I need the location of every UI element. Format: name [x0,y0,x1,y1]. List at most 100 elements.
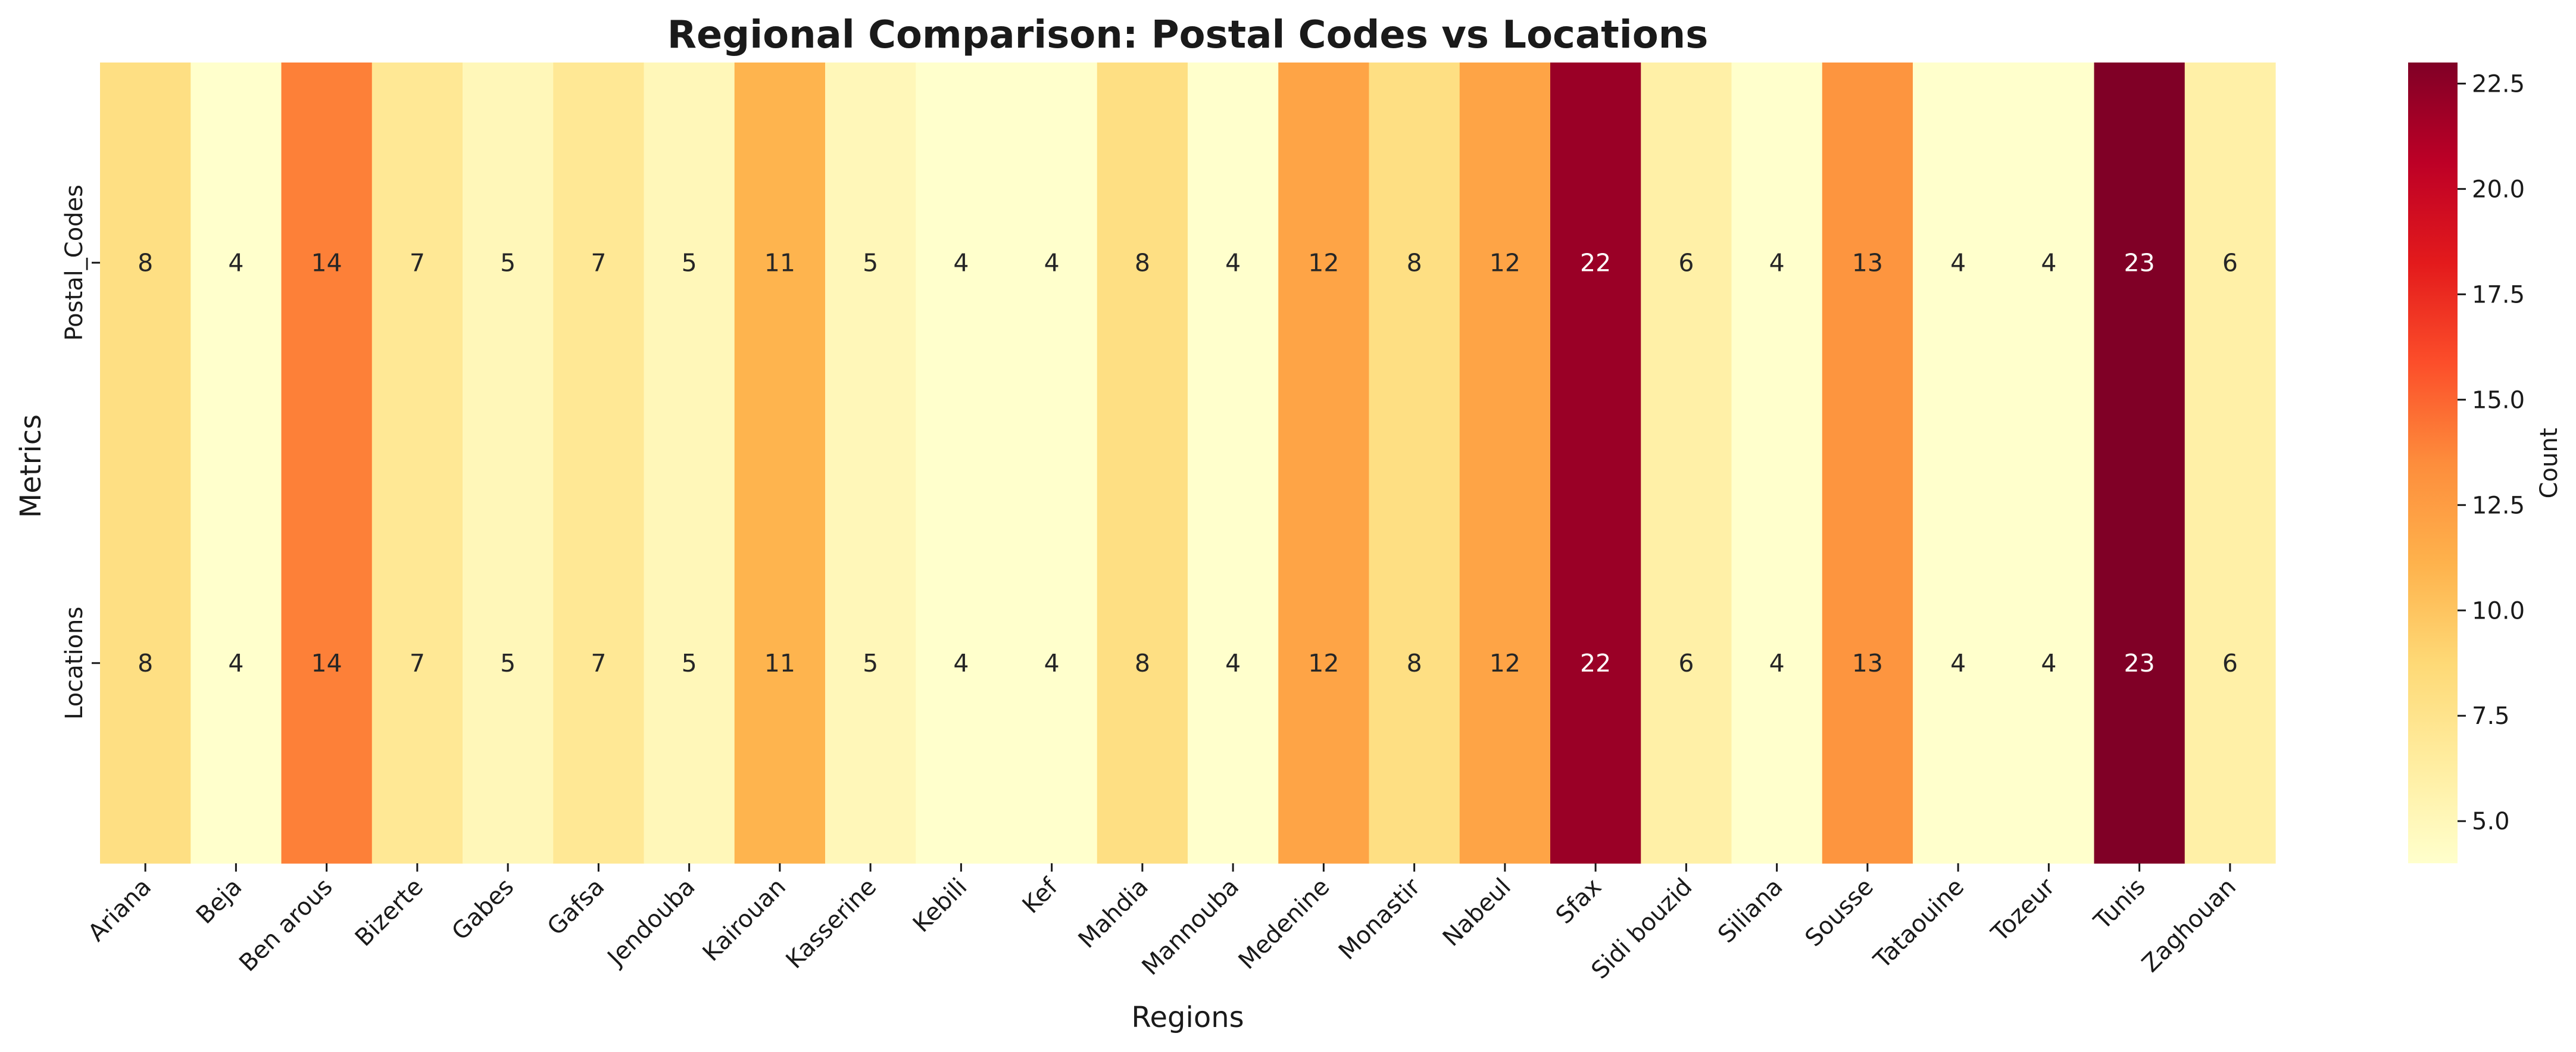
heatmap-cell [1459,463,1551,864]
cell-value-label: 4 [1225,649,1241,678]
heatmap-cell [281,463,373,864]
colorbar-tick-label: 7.5 [2472,703,2510,730]
heatmap-cell [1278,63,1370,464]
cell-value-label: 4 [1950,649,1966,678]
heatmap-cell [1278,463,1370,864]
x-tick-label: Gafsa [542,873,610,941]
colorbar [2408,63,2458,863]
cell-value-label: 23 [2124,649,2155,678]
colorbar-tick-label: 22.5 [2472,70,2525,98]
heatmap-cell [1913,63,2004,464]
cell-value-label: 8 [1407,248,1422,277]
x-tick-label: Mahdia [1073,873,1154,954]
heatmap-cell [2003,63,2095,464]
cell-value-label: 11 [764,248,795,277]
heatmap-cell [1822,463,1913,864]
heatmap-cell [825,63,916,464]
cell-value-label: 8 [1135,248,1150,277]
cell-value-label: 8 [138,248,153,277]
heatmap-cell [1913,463,2004,864]
heatmap-cell [2003,463,2095,864]
cell-value-label: 4 [228,649,243,678]
heatmap-cell [281,63,373,464]
cell-value-label: 23 [2124,248,2155,277]
colorbar-label: Count [2536,428,2563,499]
y-tick-label: Postal_Codes [61,185,88,341]
x-tick-label: Kebili [908,873,973,938]
x-tick-label: Tozeur [1986,873,2060,947]
cell-value-label: 6 [2222,649,2238,678]
cell-value-label: 8 [1407,649,1422,678]
cell-value-label: 5 [863,649,878,678]
heatmap-cell [734,463,826,864]
x-tick-label: Mannouba [1137,873,1245,981]
heatmap-cell [191,63,282,464]
heatmap-cell [916,63,1007,464]
colorbar-tick-label: 12.5 [2472,492,2525,519]
x-tick-label: Jendouba [601,873,701,973]
heatmap-cell [1006,63,1098,464]
cell-value-label: 22 [1580,248,1611,277]
heatmap-cell [1369,63,1460,464]
cell-value-label: 11 [764,649,795,678]
cell-value-label: 22 [1580,649,1611,678]
heatmap-cell [916,463,1007,864]
x-tick-label: Tunis [2088,873,2151,936]
cell-value-label: 12 [1308,248,1339,277]
heatmap-cell [100,63,191,464]
x-tick-label: Ariana [83,873,157,947]
cell-value-label: 8 [138,649,153,678]
colorbar-tick-label: 10.0 [2472,597,2525,625]
cell-value-label: 5 [863,248,878,277]
colorbar-tick-label: 17.5 [2472,281,2525,308]
x-tick-label: Medenine [1234,873,1335,975]
heatmap-cell [1641,463,1732,864]
x-tick-label: Kasserine [781,873,882,975]
heatmap-cell [2184,63,2276,464]
cell-value-label: 8 [1135,649,1150,678]
heatmap-cell [463,463,554,864]
heatmap-cell [2184,463,2276,864]
x-tick-label: Bizerte [350,873,429,952]
heatmap-cell [100,463,191,864]
cell-value-label: 4 [953,248,969,277]
x-tick-label: Sousse [1800,873,1879,953]
cell-value-label: 6 [1678,248,1694,277]
heatmap-cell [1550,463,1641,864]
colorbar-tick-label: 20.0 [2472,176,2525,203]
cell-value-label: 4 [1769,649,1785,678]
x-tick-label: Kairouan [698,873,791,967]
heatmap-cell [2094,463,2185,864]
colorbar-tick-label: 15.0 [2472,386,2525,414]
heatmap-cell [371,63,463,464]
chart-title: Regional Comparison: Postal Codes vs Loc… [667,13,1709,57]
heatmap-cell [734,63,826,464]
cell-value-label: 5 [500,649,516,678]
cell-value-label: 4 [953,649,969,678]
heatmap-cell [644,463,735,864]
heatmap-cell [1731,63,1823,464]
cell-value-label: 4 [1950,248,1966,277]
cell-value-label: 7 [591,649,606,678]
cell-value-label: 6 [1678,649,1694,678]
x-axis-label: Regions [1131,1001,1244,1034]
heatmap-cells [100,63,2276,864]
x-tick-label: Gabes [446,873,519,946]
heatmap-cell [644,63,735,464]
heatmap-cell [1641,63,1732,464]
cell-value-label: 13 [1852,248,1883,277]
cell-value-label: 5 [500,248,516,277]
cell-value-label: 14 [311,649,342,678]
cell-value-label: 4 [1225,248,1241,277]
x-tick-label: Tataouine [1868,873,1969,975]
heatmap-cell [1459,63,1551,464]
heatmap-cell [371,463,463,864]
cell-value-label: 4 [1044,248,1060,277]
cell-value-label: 4 [228,248,243,277]
colorbar-tick-label: 5.0 [2472,808,2510,835]
cell-value-label: 4 [2041,248,2056,277]
heatmap-cell [1550,63,1641,464]
cell-value-label: 4 [1769,248,1785,277]
